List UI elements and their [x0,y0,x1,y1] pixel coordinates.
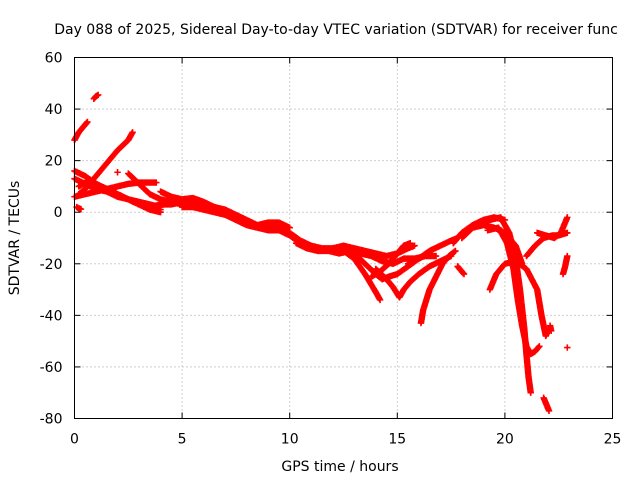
series-track-short-low [73,203,85,213]
series-track-plunge-21h-b [484,224,543,358]
y-tick-label: -80 [40,412,63,428]
chart-title: Day 088 of 2025, Sidereal Day-to-day VTE… [54,22,618,38]
data-marks [71,91,571,414]
data-point [432,252,440,260]
series-track-dip-15h-b [368,239,414,280]
series-isolated-point [114,169,121,176]
data-point [564,214,571,221]
data-point [564,252,571,260]
series-track-main-lower [178,203,315,252]
data-point [451,248,458,255]
data-point [376,296,384,304]
series-track-spike-22h [540,394,553,414]
data-point [77,205,85,213]
data-point [564,344,571,351]
series-track-spike-1h [90,91,102,102]
series-track-short-18h [454,263,468,278]
series-track-late-23h [559,252,571,278]
grid-lines [74,57,613,419]
data-point [536,343,543,350]
data-point [411,242,418,249]
data-point [545,407,553,414]
plot-frame [74,57,613,419]
axis-ticks: 0 5 10 15 20 25 -80 -60 -40 -20 0 20 40 60 [40,51,622,448]
data-point [407,239,414,247]
series-track-main-upper [157,188,293,231]
series-isolated-late [564,344,571,351]
x-tick-label: 10 [281,432,299,448]
x-tick-label: 20 [496,432,514,448]
data-point [153,179,160,186]
series-track-dip-15h [372,252,455,301]
x-tick-label: 15 [388,432,406,448]
series-track-recover-21h [486,258,552,340]
y-tick-label: -60 [40,360,63,376]
x-tick-label: 25 [604,432,622,448]
y-tick-label: 0 [54,205,63,221]
data-point [94,91,102,99]
series-track-rise-early [71,118,91,144]
data-point [452,247,459,255]
data-point [114,169,121,176]
data-point [527,389,534,396]
data-point [547,327,555,335]
series-track-late-22h-b [533,214,571,242]
data-point [129,129,136,136]
y-tick-label: 20 [45,154,63,170]
data-point [460,270,468,278]
y-tick-label: -20 [40,257,63,273]
data-point [535,344,542,351]
y-tick-label: 40 [45,102,63,118]
x-axis-label: GPS time / hours [281,459,398,475]
x-tick-label: 0 [70,432,79,448]
data-point [564,229,571,237]
y-axis-label: SDTVAR / TECUs [7,181,23,296]
series-track-rise-16h [417,247,459,327]
series-track-short-22h [546,322,555,335]
y-tick-label: 60 [45,51,63,67]
y-tick-label: -40 [40,308,63,324]
x-tick-label: 5 [178,432,187,448]
data-point [84,118,91,126]
